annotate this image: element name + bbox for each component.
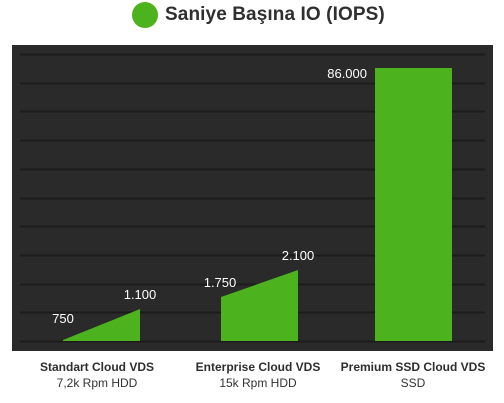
plot-area: 750 1.100 1.750 2.100 86.000 [12,45,493,351]
bar-low-value-label: 750 [52,311,74,326]
chart-title: Saniye Başına IO (IOPS) [165,4,385,25]
bar-1 [63,309,140,341]
bar-3 [375,68,452,341]
bar-high-value-label: 1.100 [124,287,157,302]
category-name: Premium SSD Cloud VDS [340,360,486,374]
chart-svg: 750 1.100 1.750 2.100 86.000 [20,53,485,343]
category-sub: 15k Rpm HDD [219,376,297,390]
category-label-standart: Standart Cloud VDS 7,2k Rpm HDD [17,359,177,391]
bar-low-value-label: 1.750 [204,275,237,290]
category-label-enterprise: Enterprise Cloud VDS 15k Rpm HDD [178,359,338,391]
category-name: Standart Cloud VDS [39,360,154,374]
bar-2 [221,270,298,341]
bar-value-label: 86.000 [327,66,367,81]
chart-legend: Saniye Başına IO (IOPS) [132,1,385,29]
category-sub: SSD [400,376,426,390]
category-label-premium: Premium SSD Cloud VDS SSD [333,359,493,391]
legend-swatch-icon [132,2,158,28]
category-name: Enterprise Cloud VDS [195,360,321,374]
category-sub: 7,2k Rpm HDD [56,376,138,390]
bar-high-value-label: 2.100 [282,248,315,263]
